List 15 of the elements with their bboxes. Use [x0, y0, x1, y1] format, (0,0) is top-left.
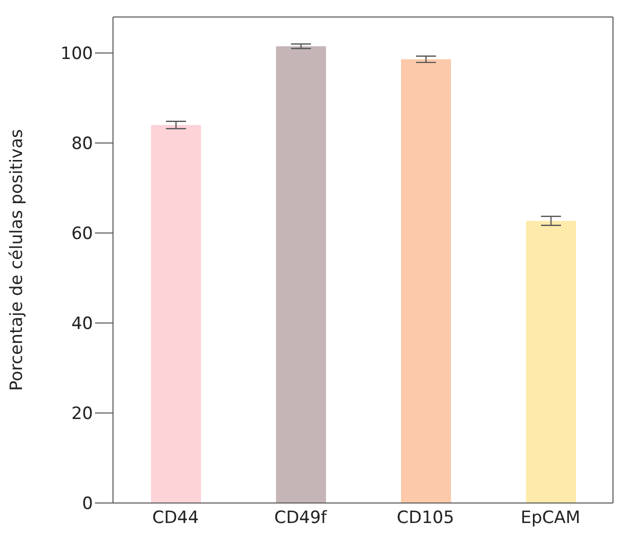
- y-tick-label: 80: [71, 134, 93, 154]
- y-tick-label: 100: [60, 44, 93, 64]
- y-tick-label: 20: [71, 404, 93, 424]
- bar: [526, 220, 576, 503]
- x-tick-label: CD44: [152, 508, 199, 528]
- x-tick-label: EpCAM: [520, 508, 580, 528]
- x-tick-label: CD49f: [274, 508, 328, 528]
- bar: [276, 46, 326, 503]
- y-tick-label: 60: [71, 224, 93, 244]
- bar: [401, 59, 451, 503]
- y-tick-label: 0: [82, 494, 93, 514]
- y-axis-title: Porcentaje de células positivas: [7, 128, 28, 391]
- bar: [151, 125, 201, 503]
- y-tick-label: 40: [71, 314, 93, 334]
- x-tick-label: CD105: [396, 508, 454, 528]
